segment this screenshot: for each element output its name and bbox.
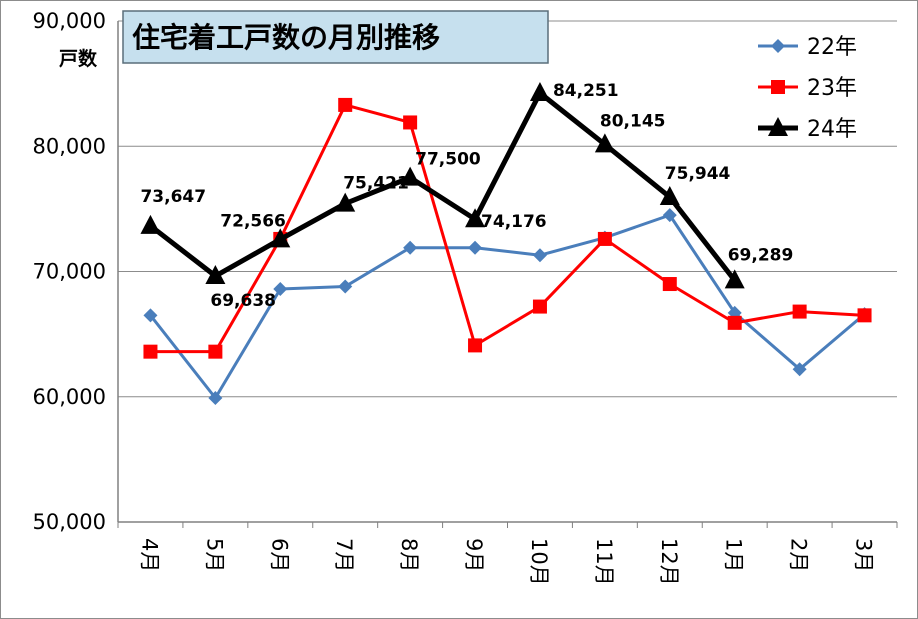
triangle-marker bbox=[724, 269, 745, 289]
data-label: 72,566 bbox=[220, 211, 286, 231]
legend: 22年 23年 24年 bbox=[758, 35, 857, 142]
gridlines bbox=[118, 20, 897, 523]
chart-title-text: 住宅着工戸数の月別推移 bbox=[132, 21, 440, 54]
data-label: 74,176 bbox=[481, 212, 547, 232]
legend-item-22年: 22年 bbox=[758, 35, 857, 60]
x-tick-label: 8月 bbox=[397, 538, 421, 572]
data-label: 84,251 bbox=[553, 81, 619, 101]
square-marker bbox=[857, 308, 872, 323]
axes: 50,000 60,000 70,000 80,000 90,000 4月 5月 6月 7月 8月… bbox=[33, 9, 898, 586]
square-marker bbox=[143, 344, 158, 359]
diamond-marker bbox=[273, 282, 288, 297]
y-tick-label: 60,000 bbox=[33, 385, 106, 409]
data-label: 77,500 bbox=[415, 150, 481, 170]
y-tick-label: 80,000 bbox=[33, 134, 106, 158]
x-tick-label: 9月 bbox=[462, 538, 486, 572]
x-tick-label: 3月 bbox=[852, 538, 876, 572]
triangle-marker bbox=[205, 265, 226, 285]
diamond-marker bbox=[771, 39, 785, 53]
square-marker bbox=[597, 231, 612, 246]
square-marker bbox=[403, 115, 418, 130]
triangle-marker bbox=[594, 133, 615, 153]
x-tick-label: 4月 bbox=[137, 538, 161, 572]
x-tick-label: 6月 bbox=[267, 538, 291, 572]
data-label: 75,944 bbox=[665, 164, 731, 184]
diamond-marker bbox=[662, 208, 677, 223]
series-line bbox=[148, 90, 737, 282]
series-line bbox=[150, 103, 865, 354]
data-label: 80,145 bbox=[600, 111, 666, 131]
legend-label: 23年 bbox=[807, 76, 857, 101]
diamond-marker bbox=[143, 308, 158, 323]
data-label: 69,289 bbox=[728, 245, 794, 265]
y-tick-label: 90,000 bbox=[33, 9, 106, 33]
triangle-marker bbox=[140, 214, 161, 234]
triangle-marker bbox=[465, 208, 486, 228]
square-marker bbox=[208, 344, 223, 359]
data-labels: 73,647 69,638 72,566 75,421 77,500 74,176 84,2… bbox=[140, 81, 793, 311]
chart-title: 住宅着工戸数の月別推移 bbox=[122, 10, 549, 64]
diamond-marker bbox=[468, 240, 483, 255]
x-tick-label: 12月 bbox=[657, 538, 681, 586]
x-tick-label: 11月 bbox=[592, 538, 616, 586]
series-24年 bbox=[140, 82, 745, 289]
x-tick-label: 1月 bbox=[722, 538, 746, 572]
data-label: 69,638 bbox=[210, 291, 276, 311]
triangle-marker bbox=[529, 82, 550, 102]
diamond-marker bbox=[403, 240, 418, 255]
x-tick-label: 5月 bbox=[202, 538, 226, 572]
x-tick-label: 7月 bbox=[332, 538, 356, 572]
chart-title-box bbox=[122, 10, 549, 64]
series bbox=[140, 82, 872, 406]
triangle-marker bbox=[270, 228, 291, 248]
x-tick-label: 2月 bbox=[787, 538, 811, 572]
data-label: 73,647 bbox=[140, 187, 206, 207]
data-label: 75,421 bbox=[343, 174, 409, 194]
y-tick-label: 50,000 bbox=[33, 510, 106, 534]
square-marker bbox=[338, 97, 353, 112]
square-marker bbox=[532, 299, 547, 314]
triangle-marker bbox=[659, 186, 680, 206]
triangle-marker bbox=[335, 192, 356, 212]
triangle-marker bbox=[768, 117, 788, 136]
diamond-marker bbox=[532, 248, 547, 263]
legend-label: 22年 bbox=[807, 35, 857, 60]
square-marker bbox=[662, 277, 677, 292]
square-marker bbox=[792, 304, 807, 319]
legend-item-23年: 23年 bbox=[758, 76, 857, 101]
legend-item-24年: 24年 bbox=[758, 117, 857, 142]
y-tick-label: 70,000 bbox=[33, 260, 106, 284]
square-marker bbox=[468, 338, 483, 353]
diamond-marker bbox=[338, 279, 353, 294]
y-axis-unit-label: 戸数 bbox=[59, 47, 98, 70]
diamond-marker bbox=[208, 391, 223, 406]
triangle-marker bbox=[400, 166, 421, 186]
diamond-marker bbox=[792, 362, 807, 377]
square-marker bbox=[727, 315, 742, 330]
x-tick-label: 10月 bbox=[527, 538, 551, 586]
legend-label: 24年 bbox=[807, 117, 857, 142]
square-marker bbox=[771, 80, 785, 94]
